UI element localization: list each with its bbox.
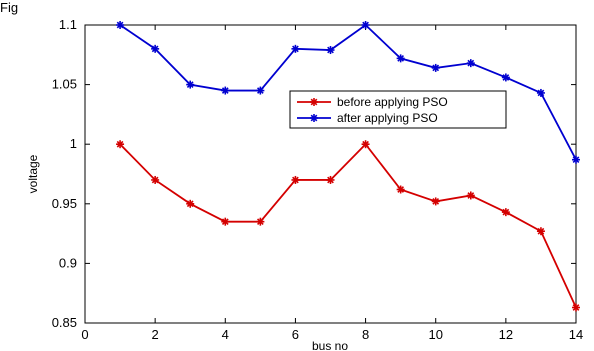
series-2-data-point — [291, 44, 300, 53]
series-2-data-point — [116, 21, 125, 29]
y-tick-label: 0.9 — [59, 255, 77, 270]
x-tick-label: 6 — [292, 327, 299, 342]
series-2-data-point — [256, 86, 265, 95]
series-2-data-point — [572, 155, 580, 164]
series-2-data-point — [466, 59, 475, 68]
x-tick-label: 12 — [499, 327, 513, 342]
y-tick-label: 0.95 — [52, 196, 77, 211]
series-2-data-point — [396, 54, 405, 63]
series-2-data-point — [501, 73, 510, 82]
series-2-data-point — [361, 21, 370, 29]
series-1-data-point — [186, 199, 195, 208]
series-1-data-point — [431, 197, 440, 206]
series-1-data-point — [501, 208, 510, 217]
axes-background — [84, 24, 577, 324]
x-tick-label: 0 — [81, 327, 88, 342]
series-line-1 — [119, 142, 577, 308]
series-2-data-point — [151, 44, 160, 53]
y-axis-ticks: 0.85 0.9 0.95 1 1.05 1.1 — [52, 17, 576, 330]
x-tick-label: 4 — [222, 327, 229, 342]
series-1-data-point — [256, 217, 265, 226]
series-1-data-point — [291, 175, 300, 184]
x-axis-label: bus no — [312, 339, 348, 351]
series-1-data-point — [466, 191, 475, 200]
legend-marker-2 — [310, 114, 318, 122]
x-tick-label: 14 — [569, 327, 583, 342]
series-2-data-point — [186, 80, 195, 89]
series-2-data-point — [326, 46, 335, 55]
figure-caption: Fig — [0, 0, 18, 15]
y-tick-label: 1.05 — [52, 77, 77, 92]
series-1-data-point — [151, 175, 160, 184]
series-2-data-point — [536, 88, 545, 97]
series-2-data-point — [431, 63, 440, 72]
series-1-data-point — [536, 227, 545, 236]
series-layer — [116, 21, 580, 312]
x-tick-label: 8 — [362, 327, 369, 342]
series-1-data-point — [326, 175, 335, 184]
series-1-data-point — [221, 217, 230, 226]
y-tick-label: 0.85 — [52, 315, 77, 330]
x-axis-ticks: 0 2 4 6 8 10 12 14 — [81, 25, 583, 342]
legend: before applying PSO after applying PSO — [289, 90, 507, 129]
series-2-data-point — [221, 86, 230, 95]
series-1-data-point — [572, 303, 580, 312]
legend-label-2: after applying PSO — [337, 111, 438, 125]
series-line-2 — [119, 23, 577, 161]
legend-marker-1 — [310, 98, 318, 106]
series-1-data-point — [396, 185, 405, 194]
x-tick-label: 10 — [428, 327, 442, 342]
x-tick-label: 2 — [152, 327, 159, 342]
legend-label-1: before applying PSO — [337, 95, 448, 109]
series-1-data-point — [361, 140, 370, 149]
legend-box — [289, 90, 507, 129]
series-1-data-point — [116, 140, 125, 149]
y-tick-label: 1.1 — [59, 17, 77, 32]
y-tick-label: 1 — [70, 136, 77, 151]
y-axis-label: voltage — [26, 154, 40, 193]
